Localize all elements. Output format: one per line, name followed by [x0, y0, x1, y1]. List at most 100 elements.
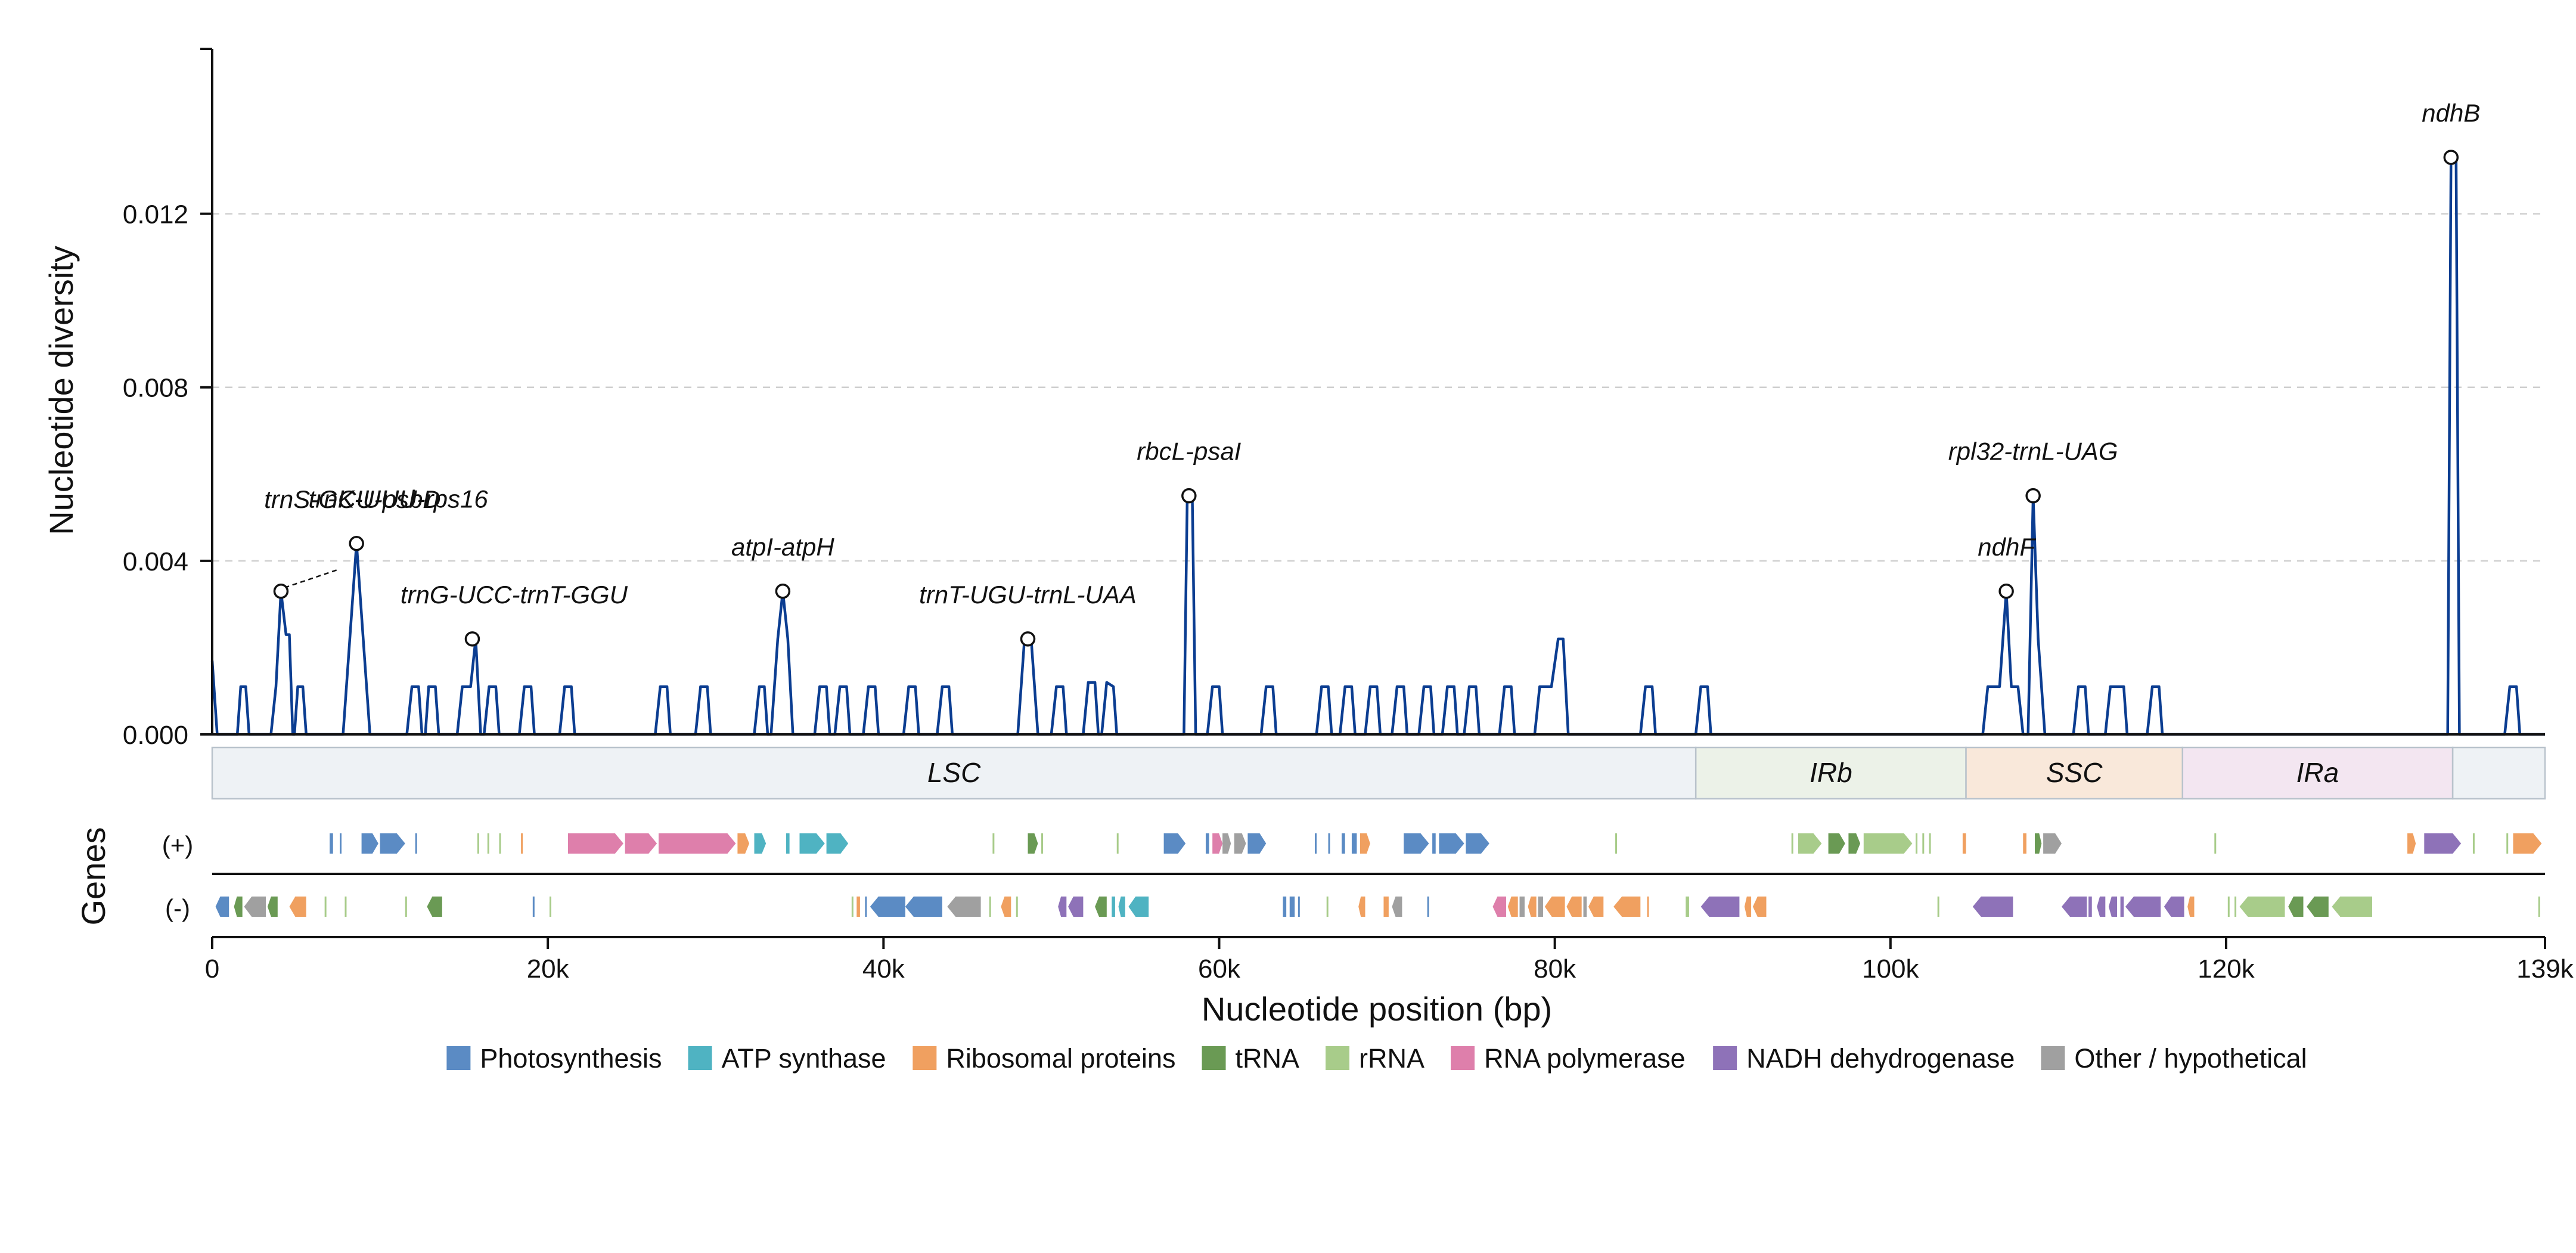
gene-block	[1360, 833, 1370, 854]
legend-label: rRNA	[1359, 1043, 1424, 1074]
gene-block	[1212, 833, 1223, 854]
gene-block	[1068, 897, 1084, 917]
legend-label: ATP synthase	[722, 1043, 886, 1074]
gene-block	[1686, 897, 1689, 917]
region-label: LSC	[927, 757, 981, 788]
peak-marker	[1181, 488, 1197, 504]
legend-swatch	[1326, 1046, 1350, 1070]
peak-label: trnT-UGU-trnL-UAA	[919, 581, 1137, 609]
gene-block	[799, 833, 825, 854]
x-tick-label: 0	[205, 954, 219, 984]
x-tick-label: 120k	[2198, 954, 2255, 984]
gene-block	[330, 833, 333, 854]
peak-marker	[1998, 584, 2014, 599]
peak-label: trnS-GCU-psbD	[264, 485, 440, 513]
x-ticks: 0 20k 40k 60k 80k 100k 120k 139k	[205, 937, 2574, 984]
gene-block	[2125, 897, 2161, 917]
gene-block	[1234, 833, 1246, 854]
gene-block	[1222, 833, 1231, 854]
region-label: IRa	[2296, 757, 2339, 788]
legend-swatch	[2041, 1046, 2065, 1070]
gene-block	[477, 833, 479, 854]
region-label: IRb	[1810, 757, 1852, 788]
gene-block	[1289, 897, 1295, 917]
gene-block	[1342, 833, 1345, 854]
gene-block	[1163, 833, 1186, 854]
peak-marker	[775, 584, 791, 599]
gene-block	[2332, 897, 2372, 917]
gene-block	[1828, 833, 1845, 854]
gene-block	[267, 897, 278, 917]
gene-block	[1328, 833, 1330, 854]
legend-label: NADH dehydrogenase	[1746, 1043, 2015, 1074]
gene-block	[1427, 897, 1429, 917]
gene-block	[568, 833, 623, 854]
gene-block	[340, 833, 342, 854]
gene-block	[1247, 833, 1267, 854]
y-axis-title: Nucleotide diversity	[42, 246, 80, 535]
gene-block	[1358, 897, 1365, 917]
gene-block	[2023, 833, 2026, 854]
gene-block	[2506, 833, 2509, 854]
gene-block	[244, 897, 266, 917]
legend-label: Other / hypothetical	[2074, 1043, 2307, 1074]
gene-block	[427, 897, 442, 917]
gene-block	[1205, 833, 1209, 854]
gene-block	[324, 897, 327, 917]
legend-label: Ribosomal proteins	[946, 1043, 1175, 1074]
gene-block	[826, 833, 849, 854]
gene-block	[989, 897, 991, 917]
gene-block	[1922, 833, 1925, 854]
gene-block	[1583, 897, 1587, 917]
gene-block	[487, 833, 489, 854]
peak-label: ndhF	[1978, 533, 2036, 561]
gene-block	[1432, 833, 1436, 854]
x-tick-label: 100k	[1862, 954, 1919, 984]
x-tick-label: 80k	[1534, 954, 1576, 984]
gene-block	[2088, 897, 2092, 917]
region-block	[2181, 746, 2454, 800]
y-ticks: 0.000 0.004 0.008 0.012	[123, 200, 212, 750]
legend-label: Photosynthesis	[480, 1043, 662, 1074]
gene-block	[1613, 897, 1641, 917]
gene-block	[992, 833, 995, 854]
genes-track-title: Genes	[75, 827, 112, 926]
gene-block	[2227, 897, 2230, 917]
gene-block	[1588, 897, 1604, 917]
gene-block	[289, 897, 306, 917]
gene-block	[1647, 897, 1649, 917]
strand-minus-label: (-)	[165, 894, 190, 922]
gene-block	[1544, 897, 1565, 917]
gene-block	[737, 833, 750, 854]
gene-block	[532, 897, 535, 917]
gene-block	[2108, 897, 2117, 917]
gene-block	[1112, 897, 1115, 917]
gene-block	[215, 897, 229, 917]
y-tick-label: 0.008	[123, 374, 188, 403]
gene-block	[1001, 897, 1011, 917]
gene-block	[344, 897, 347, 917]
gene-block	[1116, 833, 1119, 854]
gene-block	[786, 833, 790, 854]
gene-block	[1326, 897, 1329, 917]
gene-block	[1404, 833, 1429, 854]
gene-block	[1351, 833, 1357, 854]
peak-label: atpI-atpH	[731, 533, 834, 561]
peak-leader-line	[284, 569, 338, 588]
legend-label: tRNA	[1236, 1043, 1300, 1074]
gene-block	[2214, 833, 2217, 854]
gene-block	[1937, 897, 1939, 917]
gene-block	[1744, 897, 1752, 917]
gene-block	[405, 897, 407, 917]
peak-label: ndhB	[2422, 99, 2480, 127]
gene-block	[856, 897, 860, 917]
gene-block	[1700, 897, 1740, 917]
gene-block	[521, 833, 523, 854]
gene-block	[1962, 833, 1966, 854]
gene-block	[1041, 833, 1044, 854]
genome-regions-track: LSC IRb SSC IRa	[211, 746, 2546, 800]
peak-label: rbcL-psaI	[1137, 438, 1241, 466]
gene-block	[234, 897, 243, 917]
gene-block	[1128, 897, 1149, 917]
x-tick-label: 60k	[1198, 954, 1241, 984]
